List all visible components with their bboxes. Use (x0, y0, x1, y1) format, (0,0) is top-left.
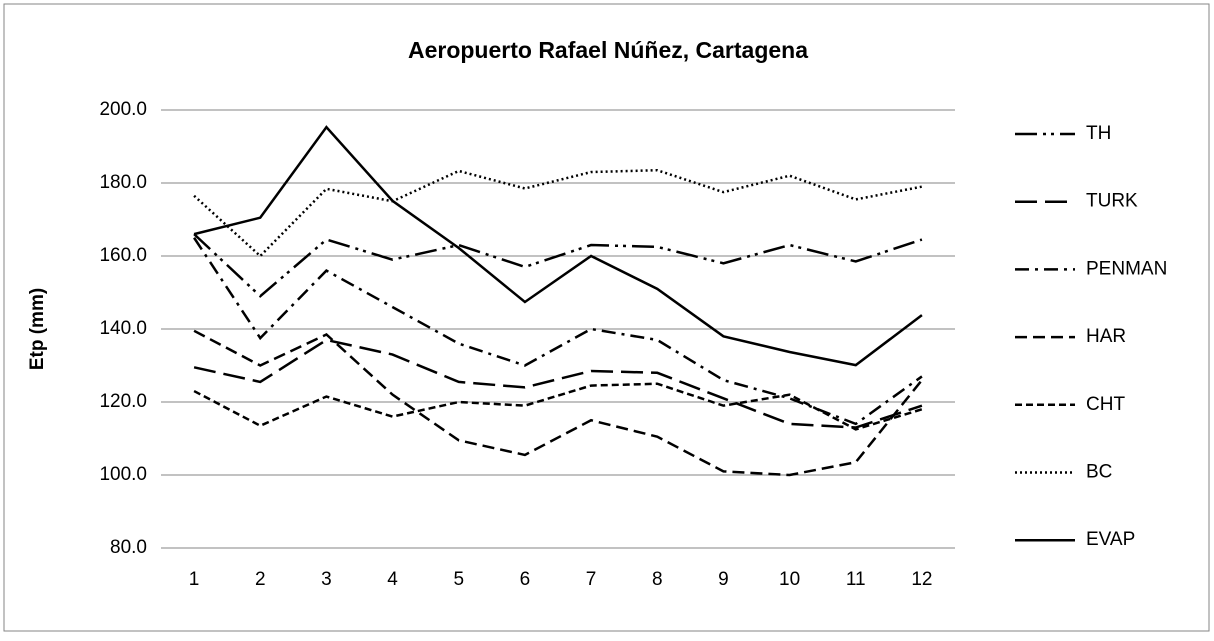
x-tick-label: 10 (779, 569, 800, 590)
legend-label: PENMAN (1086, 258, 1167, 279)
chart-title: Aeropuerto Rafael Núñez, Cartagena (408, 37, 808, 63)
series-line (193, 382, 923, 431)
y-tick-label: 140.0 (99, 318, 147, 339)
x-tick-label: 5 (453, 569, 464, 590)
legend-label: EVAP (1086, 529, 1135, 550)
y-tick-label: 120.0 (99, 391, 147, 412)
legend-label: HAR (1086, 326, 1126, 347)
x-tick-label: 6 (520, 569, 531, 590)
x-tick-label: 9 (718, 569, 729, 590)
x-tick-label: 7 (586, 569, 597, 590)
legend-label: TURK (1086, 191, 1138, 212)
y-axis-label: Etp (mm) (27, 288, 48, 370)
legend-label: BC (1086, 462, 1112, 483)
legend-label: TH (1086, 123, 1111, 144)
legend-label: CHT (1086, 394, 1125, 415)
x-tick-label: 3 (321, 569, 332, 590)
x-tick-label: 4 (387, 569, 398, 590)
series-line (193, 338, 923, 429)
y-tick-label: 200.0 (99, 99, 147, 120)
y-tick-label: 180.0 (99, 172, 147, 193)
series-line (193, 329, 923, 477)
series-line (193, 233, 923, 298)
chart-border (3, 3, 1210, 632)
x-tick-label: 1 (189, 569, 200, 590)
x-tick-label: 11 (846, 569, 866, 590)
x-tick-label: 2 (255, 569, 266, 590)
series-line (193, 125, 923, 367)
x-tick-label: 8 (652, 569, 663, 590)
y-tick-label: 160.0 (99, 245, 147, 266)
series-line (193, 237, 923, 426)
series-line (193, 168, 923, 258)
y-tick-label: 80.0 (110, 537, 147, 558)
x-tick-label: 12 (911, 569, 932, 590)
y-tick-label: 100.0 (99, 464, 147, 485)
